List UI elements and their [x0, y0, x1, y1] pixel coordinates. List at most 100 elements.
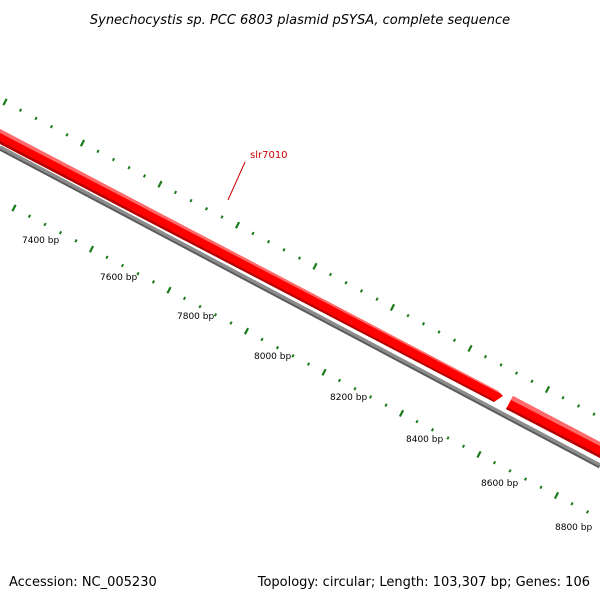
- tick-label: 8400 bp: [406, 435, 443, 445]
- gene-features: [0, 129, 600, 458]
- minor-tick: [275, 345, 280, 350]
- minor-tick: [297, 256, 302, 260]
- major-tick: [312, 262, 318, 270]
- major-tick: [79, 139, 86, 147]
- minor-tick: [375, 297, 379, 301]
- major-tick: [544, 385, 551, 394]
- minor-tick: [359, 289, 364, 293]
- major-tick: [11, 204, 17, 212]
- minor-tick: [151, 280, 156, 284]
- major-tick: [321, 368, 327, 376]
- backbone-line: [0, 145, 600, 467]
- major-tick: [234, 221, 241, 229]
- major-tick: [157, 180, 163, 188]
- minor-tick: [266, 239, 271, 244]
- minor-tick: [337, 378, 342, 383]
- major-tick: [476, 450, 482, 459]
- sequence-summary-text: Topology: circular; Length: 103,307 bp; …: [257, 575, 590, 590]
- major-tick: [398, 409, 405, 418]
- tick-label: 7800 bp: [177, 312, 214, 322]
- minor-tick: [421, 322, 426, 326]
- minor-tick: [65, 133, 69, 137]
- minor-tick: [204, 207, 209, 211]
- minor-tick: [306, 362, 311, 366]
- major-tick: [243, 327, 250, 335]
- minor-tick: [96, 149, 100, 154]
- minor-tick: [173, 190, 178, 195]
- minor-tick: [328, 272, 333, 277]
- major-tick: [2, 98, 8, 106]
- major-tick: [467, 344, 473, 353]
- gene-next-highlight: [511, 396, 600, 446]
- minor-tick: [74, 239, 78, 243]
- minor-tick: [260, 337, 264, 342]
- minor-tick: [136, 271, 140, 276]
- minor-tick: [251, 231, 255, 236]
- major-tick: [166, 286, 172, 294]
- minor-tick: [508, 469, 512, 473]
- minor-tick: [58, 230, 63, 235]
- minor-tick: [570, 501, 574, 506]
- minor-tick: [368, 395, 373, 399]
- major-tick: [389, 303, 396, 312]
- outer-tick-track: [2, 98, 596, 416]
- tick-label: 7600 bp: [100, 273, 137, 283]
- map-title: Synechocystis sp. PCC 6803 plasmid pSYSA…: [90, 13, 510, 28]
- minor-tick: [483, 354, 488, 359]
- accession-text: Accession: NC_005230: [9, 575, 157, 590]
- minor-tick: [344, 280, 348, 285]
- gene-slr7010-highlight: [0, 129, 501, 394]
- gene-next[interactable]: [506, 396, 600, 458]
- minor-tick: [461, 444, 466, 449]
- minor-tick: [111, 157, 116, 162]
- minor-tick: [127, 165, 131, 170]
- sequence-backbone: [0, 145, 600, 469]
- minor-tick: [220, 215, 224, 219]
- gene-label-slr7010[interactable]: slr7010: [250, 150, 288, 161]
- minor-tick: [43, 222, 47, 227]
- minor-tick: [120, 263, 125, 268]
- minor-tick: [499, 363, 503, 367]
- minor-tick: [592, 412, 596, 416]
- minor-tick: [291, 354, 295, 358]
- minor-tick: [523, 477, 528, 481]
- minor-tick: [585, 510, 590, 514]
- tick-label: 8600 bp: [481, 479, 518, 489]
- minor-tick: [446, 436, 450, 440]
- minor-tick: [576, 404, 581, 408]
- minor-tick: [213, 313, 218, 317]
- minor-tick: [34, 116, 38, 121]
- minor-tick: [514, 371, 519, 375]
- tick-label: 8800 bp: [555, 523, 592, 533]
- gene-label-group: slr7010: [227, 150, 288, 201]
- minor-tick: [406, 313, 410, 318]
- minor-tick: [353, 386, 357, 391]
- minor-tick: [492, 460, 497, 465]
- minor-tick: [282, 248, 286, 252]
- minor-tick: [229, 321, 233, 325]
- minor-tick: [539, 485, 543, 490]
- gene-label-pointer: [227, 161, 246, 201]
- minor-tick: [430, 428, 435, 432]
- minor-tick: [18, 108, 23, 112]
- major-tick: [88, 245, 95, 253]
- tick-labels: 7400 bp 7600 bp 7800 bp 8000 bp 8200 bp …: [22, 236, 592, 533]
- minor-tick: [27, 214, 32, 218]
- tick-label: 7400 bp: [22, 236, 59, 246]
- minor-tick: [182, 296, 187, 301]
- minor-tick: [452, 338, 457, 343]
- gene-next-shadow: [506, 407, 600, 458]
- minor-tick: [415, 419, 419, 424]
- minor-tick: [561, 395, 565, 400]
- major-tick: [553, 491, 560, 500]
- minor-tick: [142, 174, 147, 178]
- minor-tick: [198, 304, 202, 309]
- tick-label: 8200 bp: [330, 393, 367, 403]
- minor-tick: [384, 403, 388, 407]
- gene-slr7010-shadow: [0, 141, 494, 402]
- minor-tick: [189, 198, 193, 203]
- tick-label: 8000 bp: [254, 352, 291, 362]
- inner-tick-track: [11, 204, 590, 514]
- minor-tick: [105, 255, 109, 260]
